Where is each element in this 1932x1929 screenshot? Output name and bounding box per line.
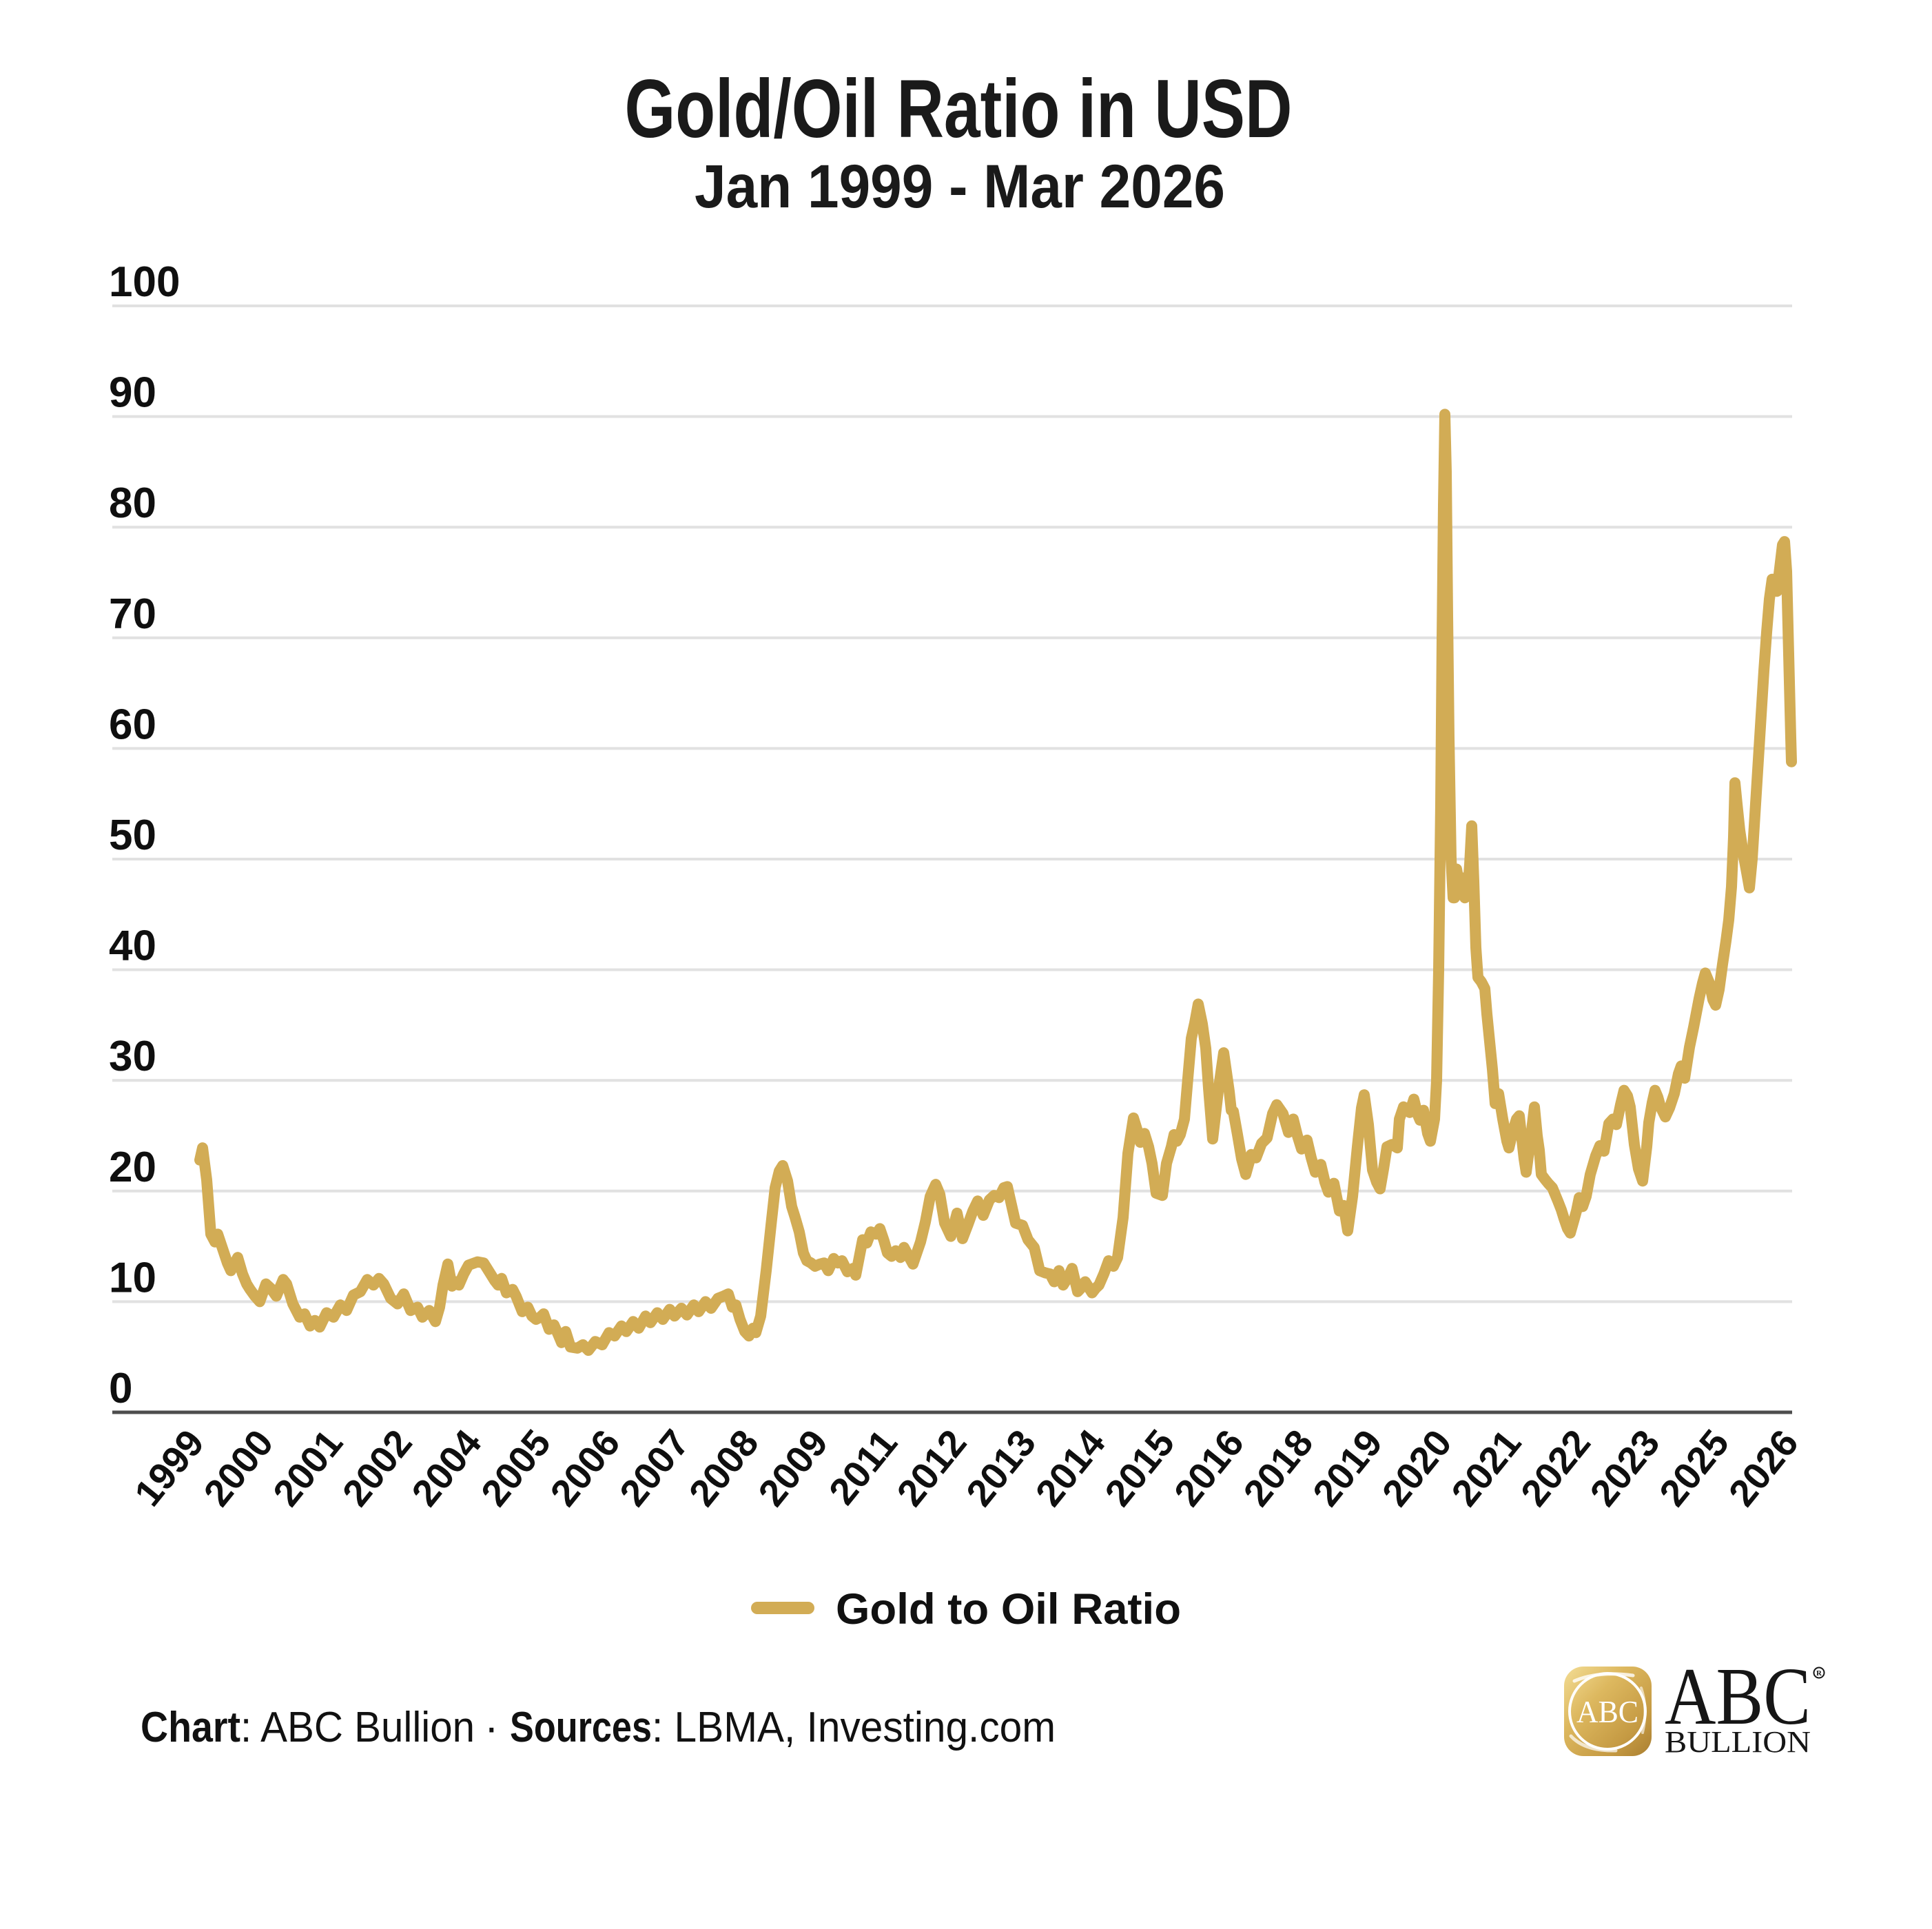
svg-text:40: 40: [109, 922, 156, 970]
svg-text:30: 30: [109, 1033, 156, 1080]
svg-text:ABC: ABC: [1576, 1694, 1638, 1729]
svg-text:Chart: Chart: [141, 1704, 240, 1751]
svg-text:20: 20: [109, 1144, 156, 1191]
svg-text:Gold to Oil Ratio: Gold to Oil Ratio: [836, 1585, 1181, 1633]
svg-text:70: 70: [109, 590, 156, 638]
svg-text:100: 100: [109, 258, 180, 306]
svg-text:R: R: [1816, 1669, 1822, 1678]
svg-text:50: 50: [109, 812, 156, 859]
svg-text:Gold/Oil Ratio in USD: Gold/Oil Ratio in USD: [625, 63, 1293, 155]
svg-text:Sources: Sources: [510, 1704, 652, 1751]
svg-text:90: 90: [109, 369, 156, 417]
svg-text:60: 60: [109, 701, 156, 748]
svg-text:: LBMA, Investing.com: : LBMA, Investing.com: [652, 1704, 1056, 1751]
svg-text:: ABC Bullion: : ABC Bullion: [240, 1704, 475, 1751]
svg-text:0: 0: [109, 1365, 132, 1412]
svg-text:·: ·: [484, 1704, 499, 1751]
svg-text:Jan 1999 - Mar 2026: Jan 1999 - Mar 2026: [695, 152, 1225, 220]
svg-text:ABC: ABC: [1665, 1651, 1811, 1742]
svg-text:10: 10: [109, 1254, 156, 1301]
svg-text:BULLION: BULLION: [1665, 1725, 1811, 1759]
svg-text:80: 80: [109, 479, 156, 527]
